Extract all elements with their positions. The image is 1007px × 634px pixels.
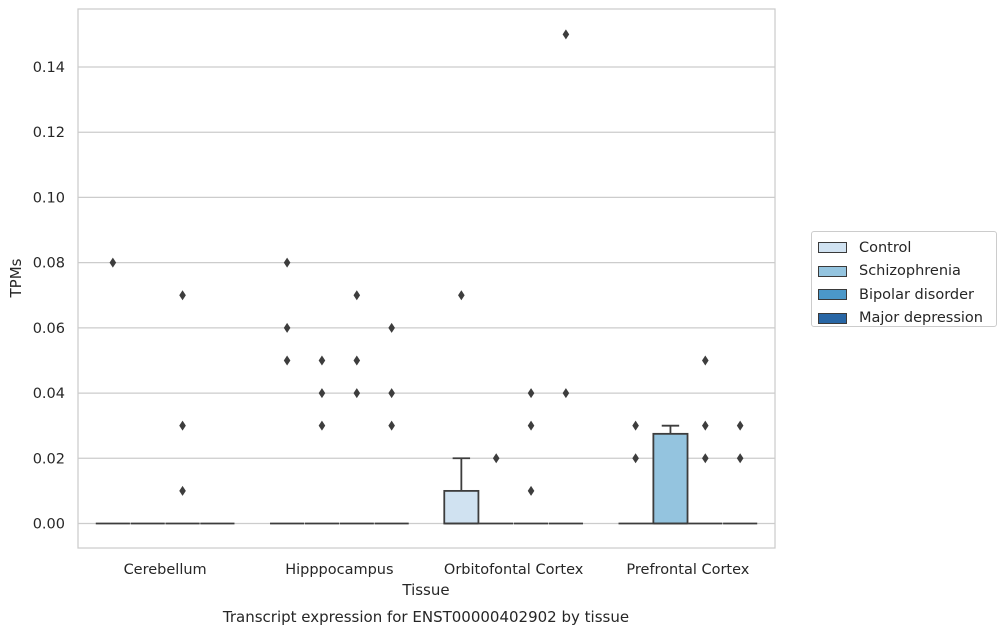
outlier-point [283, 355, 291, 366]
outlier-point [353, 388, 361, 399]
outlier-point [562, 29, 570, 40]
outlier-point [736, 453, 744, 464]
box-control [270, 257, 305, 525]
legend-label: Schizophrenia [859, 263, 961, 280]
outlier-point [179, 485, 186, 496]
y-tick-label: 0.02 [33, 451, 65, 467]
outlier-point [632, 420, 639, 431]
outlier-point [702, 355, 709, 366]
outlier-point [702, 453, 709, 464]
outlier-point [318, 420, 326, 431]
x-axis-label: Tissue [401, 581, 449, 599]
legend-item-major-depression: Major depression [818, 307, 996, 331]
outlier-point [283, 322, 291, 333]
y-tick-label: 0.00 [33, 517, 65, 533]
legend-label: Major depression [859, 310, 983, 327]
y-tick-label: 0.08 [33, 256, 65, 272]
outlier-point [527, 485, 535, 496]
box-body-control [443, 489, 480, 525]
x-tick-label: Prefrontal Cortex [626, 562, 749, 578]
legend-swatch-bipolar-disorder [818, 289, 847, 301]
plot-marks [95, 29, 758, 525]
box-schizophrenia [479, 453, 514, 525]
box-bipolar-disorder [339, 290, 374, 525]
y-tick-label: 0.14 [33, 60, 65, 76]
y-gridlines [78, 66, 775, 525]
outlier-point [632, 453, 639, 464]
y-tick-label: 0.12 [33, 125, 65, 141]
y-tick-labels: 0.00 0.02 0.04 0.06 0.08 0.10 0.12 0.14 [33, 60, 65, 533]
outlier-point [353, 355, 361, 366]
outlier-point [109, 257, 117, 268]
box-major-depression [723, 420, 758, 525]
y-tick-label: 0.10 [33, 190, 65, 206]
legend-swatch-control [818, 242, 847, 254]
outlier-point [388, 420, 395, 431]
box-schizophrenia [304, 355, 340, 525]
x-tick-labels: Cerebellum Hipppocampus Orbitofontal Corte… [124, 562, 750, 578]
outlier-point [702, 420, 709, 431]
legend-label: Bipolar disorder [859, 286, 974, 303]
outlier-point [179, 420, 186, 431]
plot-frame [77, 8, 776, 549]
legend-item-schizophrenia: Schizophrenia [818, 260, 996, 284]
outlier-point [492, 453, 500, 464]
outlier-point [318, 388, 326, 399]
box-body-schizophrenia [652, 432, 689, 525]
outlier-point [527, 388, 535, 399]
outlier-point [318, 355, 326, 366]
x-tick-label: Orbitofontal Cortex [444, 562, 584, 578]
outlier-point [353, 290, 361, 301]
outlier-point [283, 257, 291, 268]
outlier-point [562, 388, 570, 399]
y-axis-label: TPMs [7, 258, 25, 298]
x-tick-label: Cerebellum [124, 562, 207, 578]
box-bipolar-disorder [513, 388, 549, 525]
x-tick-label: Hipppocampus [285, 562, 393, 578]
legend-label: Control [859, 239, 912, 256]
outlier-point [458, 290, 465, 301]
outlier-point [388, 322, 395, 333]
box-schizophrenia [652, 424, 689, 525]
box-bipolar-disorder [165, 290, 200, 525]
y-tick-label: 0.04 [33, 386, 65, 402]
legend-item-bipolar-disorder: Bipolar disorder [818, 283, 996, 307]
box-major-depression [548, 29, 583, 525]
box-control [443, 290, 480, 525]
box-control [618, 420, 653, 525]
outlier-point [388, 388, 395, 399]
legend: Control Schizophrenia Bipolar disorder M… [811, 231, 997, 327]
outlier-point [736, 420, 744, 431]
box-control [95, 257, 130, 525]
legend-swatch-schizophrenia [818, 265, 847, 277]
outlier-point [179, 290, 186, 301]
legend-item-control: Control [818, 236, 996, 260]
legend-swatch-major-depression [818, 312, 847, 324]
y-tick-label: 0.06 [33, 321, 65, 337]
box-major-depression [374, 322, 409, 525]
outlier-point [527, 420, 535, 431]
box-bipolar-disorder [688, 355, 723, 525]
chart-title: Transcript expression for ENST0000040290… [222, 608, 629, 626]
